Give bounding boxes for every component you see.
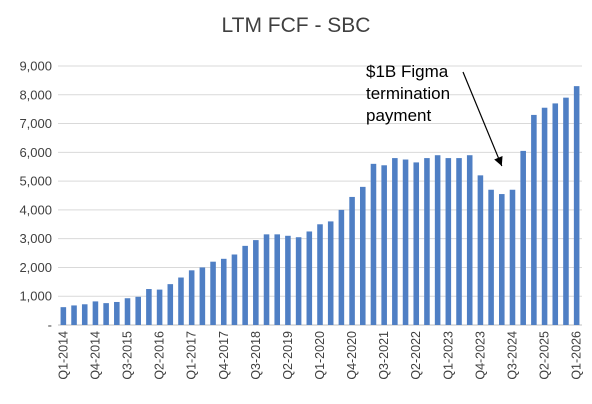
bar <box>317 224 323 325</box>
bar <box>114 301 120 325</box>
x-tick-label: Q4-2023 <box>473 331 487 380</box>
x-tick-label: Q2-2019 <box>281 331 295 380</box>
x-tick-label: Q4-2017 <box>217 331 231 380</box>
x-tick-label: Q2-2022 <box>409 331 423 380</box>
bar <box>488 189 494 325</box>
bar <box>520 150 526 325</box>
chart-annotation: $1B Figma termination payment <box>366 62 503 167</box>
bar <box>531 114 537 325</box>
bar <box>220 258 227 325</box>
bar <box>274 234 281 325</box>
y-tick-label: 5,000 <box>19 174 52 189</box>
bar <box>199 267 206 325</box>
bar <box>477 175 484 325</box>
bar <box>285 235 291 325</box>
annotation-text-line: termination <box>366 84 450 103</box>
bar <box>146 289 152 325</box>
bar <box>541 107 548 325</box>
x-tick-label: Q4-2014 <box>88 331 102 380</box>
bar <box>92 301 99 325</box>
chart-title: LTM FCF - SBC <box>221 14 371 37</box>
annotation-text-line: $1B Figma <box>366 62 449 81</box>
bar <box>499 194 505 325</box>
bar <box>263 234 270 325</box>
bar <box>71 305 77 325</box>
bar <box>81 304 88 325</box>
bar <box>573 86 580 326</box>
bar <box>424 158 430 325</box>
bar <box>231 254 238 325</box>
bar <box>338 209 345 325</box>
bar <box>456 158 462 325</box>
x-axis-ticks: Q1-2014 Q4-2014 Q3-2015 Q2-2016 Q1-2017 Q4-20… <box>56 331 583 380</box>
bar <box>434 155 441 325</box>
x-tick-label: Q3-2015 <box>121 331 135 380</box>
annotation-arrowhead <box>494 156 503 167</box>
bar <box>509 189 516 325</box>
x-tick-label: Q4-2020 <box>345 331 359 380</box>
y-tick-label: - <box>48 318 52 333</box>
y-tick-label: 4,000 <box>19 202 52 217</box>
y-tick-label: 1,000 <box>19 289 52 304</box>
y-tick-label: 9,000 <box>19 59 52 74</box>
annotation-text-line: payment <box>366 106 431 125</box>
bar <box>306 231 313 325</box>
y-tick-label: 6,000 <box>19 145 52 160</box>
bar <box>466 155 473 325</box>
bar <box>253 240 259 325</box>
bar <box>392 158 398 325</box>
bar <box>188 270 195 325</box>
bar <box>242 245 248 325</box>
y-tick-label: 7,000 <box>19 116 52 131</box>
bar <box>135 296 141 325</box>
bar <box>413 162 420 325</box>
bar <box>370 163 377 325</box>
bar <box>445 158 452 325</box>
bar <box>563 97 569 326</box>
bar <box>124 298 131 325</box>
y-tick-label: 3,000 <box>19 231 52 246</box>
x-tick-label: Q3-2021 <box>377 331 391 380</box>
y-axis-ticks: - 1,000 2,000 3,000 4,000 5,000 6,000 7,000 8,00… <box>19 59 52 333</box>
bar <box>167 284 174 325</box>
bar <box>60 307 67 325</box>
bar <box>359 186 366 325</box>
bar <box>381 165 387 325</box>
x-tick-label: Q1-2014 <box>56 331 70 380</box>
x-tick-label: Q2-2016 <box>153 331 167 380</box>
bar <box>103 303 109 325</box>
x-tick-label: Q3-2024 <box>505 331 519 380</box>
bar <box>210 261 216 325</box>
bar <box>295 237 302 325</box>
bar <box>552 103 559 326</box>
bar <box>327 221 334 325</box>
x-tick-label: Q1-2020 <box>313 331 327 380</box>
x-tick-label: Q3-2018 <box>249 331 263 380</box>
bar <box>178 277 184 325</box>
y-tick-label: 8,000 <box>19 87 52 102</box>
annotation-arrow-line <box>462 71 503 167</box>
x-tick-label: Q2-2025 <box>538 331 552 380</box>
x-tick-label: Q1-2023 <box>441 331 455 380</box>
bar <box>402 159 409 325</box>
bar <box>156 289 163 325</box>
x-tick-label: Q1-2017 <box>185 331 199 380</box>
x-tick-label: Q1-2026 <box>570 331 584 380</box>
y-tick-label: 2,000 <box>19 260 52 275</box>
bar <box>349 196 355 325</box>
bar-series <box>60 86 580 326</box>
